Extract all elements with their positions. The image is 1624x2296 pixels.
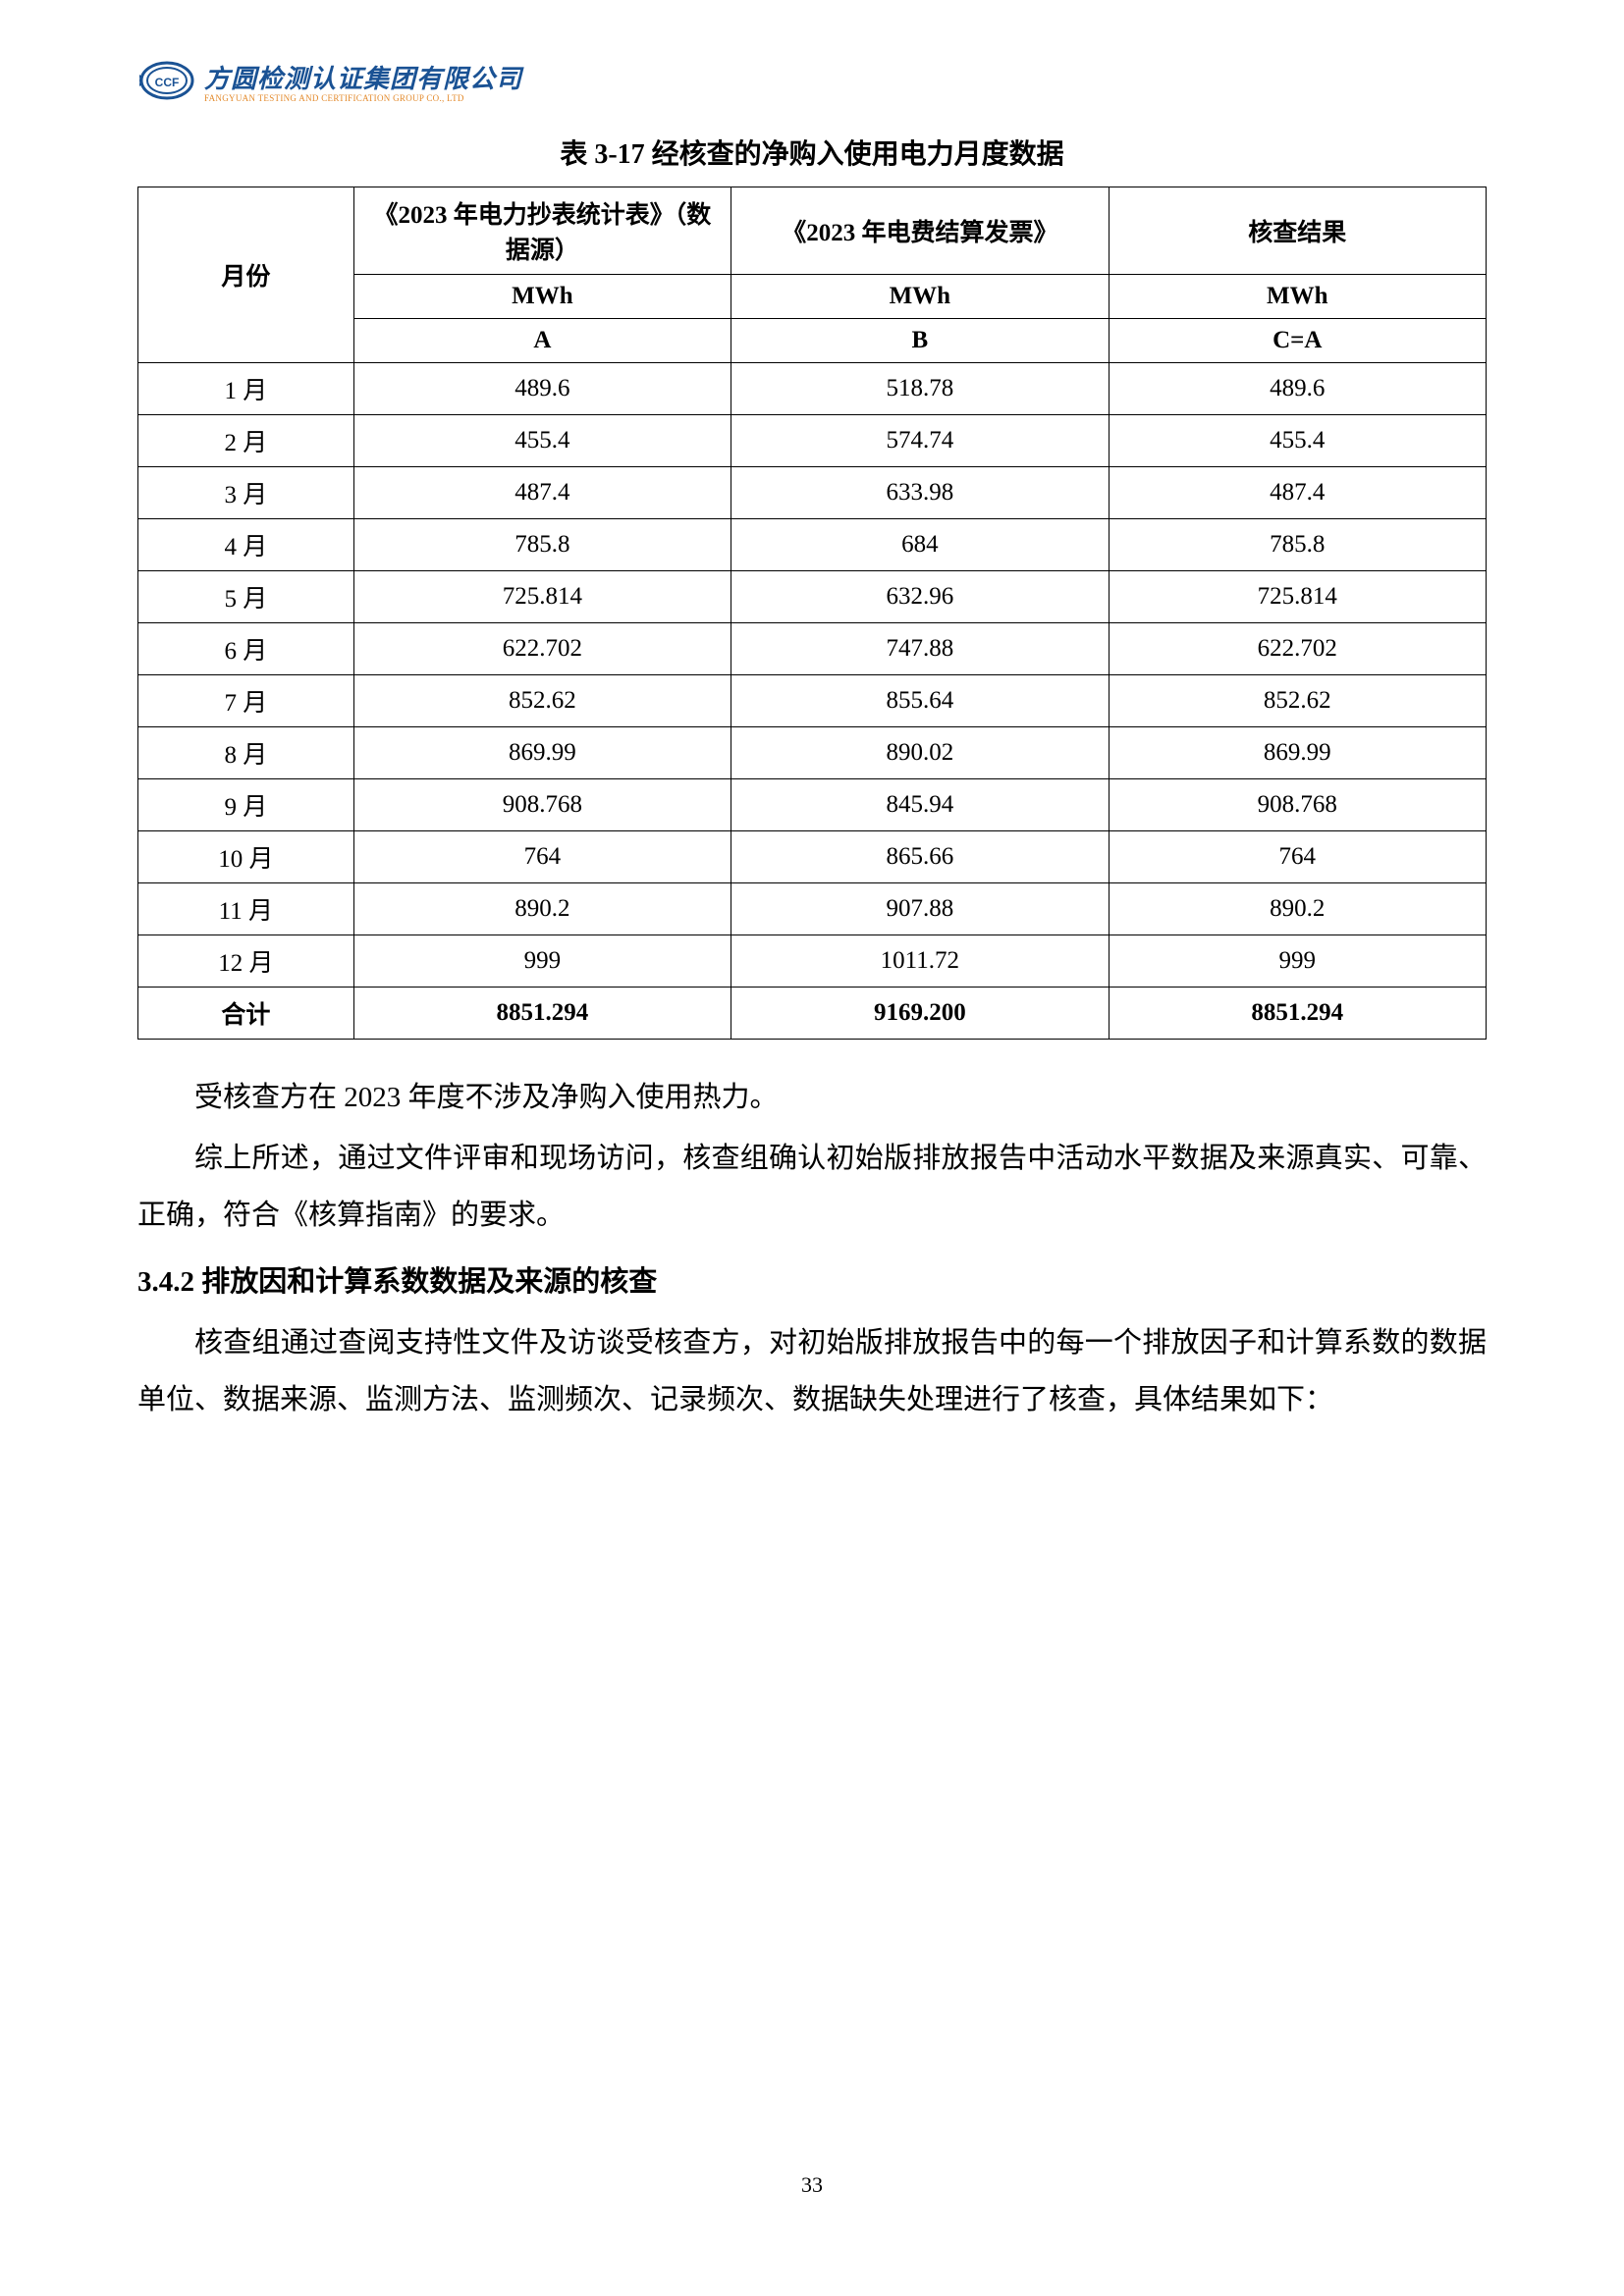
cell-month: 6 月 (138, 623, 354, 675)
header-code-b: B (731, 319, 1109, 363)
total-a: 8851.294 (353, 988, 731, 1040)
logo-header: CCF 方圆检测认证集团有限公司 FANGYUAN TESTING AND CE… (137, 59, 1487, 103)
header-source-b: 《2023 年电费结算发票》 (731, 187, 1109, 275)
cell-value-a: 908.768 (353, 779, 731, 831)
paragraph-3: 核查组通过查阅支持性文件及访谈受核查方，对初始版排放报告中的每一个排放因子和计算… (137, 1314, 1487, 1428)
table-total-row: 合计 8851.294 9169.200 8851.294 (138, 988, 1487, 1040)
header-result: 核查结果 (1109, 187, 1486, 275)
table-row: 12 月9991011.72999 (138, 935, 1487, 988)
header-code-a: A (353, 319, 731, 363)
cell-value-c: 852.62 (1109, 675, 1486, 727)
cell-value-a: 622.702 (353, 623, 731, 675)
section-heading: 3.4.2 排放因和计算系数数据及来源的核查 (137, 1254, 1487, 1310)
table-header-row-1: 月份 《2023 年电力抄表统计表》（数据源） 《2023 年电费结算发票》 核… (138, 187, 1487, 275)
cell-value-a: 487.4 (353, 467, 731, 519)
cell-month: 2 月 (138, 415, 354, 467)
cell-value-c: 725.814 (1109, 571, 1486, 623)
cell-value-c: 489.6 (1109, 363, 1486, 415)
total-b: 9169.200 (731, 988, 1109, 1040)
cell-value-a: 869.99 (353, 727, 731, 779)
cell-month: 9 月 (138, 779, 354, 831)
paragraph-2: 综上所述，通过文件评审和现场访问，核查组确认初始版排放报告中活动水平数据及来源真… (137, 1130, 1487, 1244)
cell-month: 5 月 (138, 571, 354, 623)
cell-value-b: 632.96 (731, 571, 1109, 623)
page-number: 33 (0, 2172, 1624, 2198)
cell-value-b: 890.02 (731, 727, 1109, 779)
total-c: 8851.294 (1109, 988, 1486, 1040)
paragraph-1: 受核查方在 2023 年度不涉及净购入使用热力。 (137, 1069, 1487, 1126)
cell-value-a: 489.6 (353, 363, 731, 415)
cell-value-a: 455.4 (353, 415, 731, 467)
table-row: 6 月622.702747.88622.702 (138, 623, 1487, 675)
table-row: 3 月487.4633.98487.4 (138, 467, 1487, 519)
header-code-c: C=A (1109, 319, 1486, 363)
header-unit-b: MWh (731, 275, 1109, 319)
total-label: 合计 (138, 988, 354, 1040)
cell-value-c: 487.4 (1109, 467, 1486, 519)
cell-value-c: 890.2 (1109, 883, 1486, 935)
cell-value-b: 747.88 (731, 623, 1109, 675)
cell-value-b: 518.78 (731, 363, 1109, 415)
cell-value-a: 764 (353, 831, 731, 883)
cell-value-a: 725.814 (353, 571, 731, 623)
cell-value-c: 622.702 (1109, 623, 1486, 675)
cell-month: 7 月 (138, 675, 354, 727)
cell-value-b: 684 (731, 519, 1109, 571)
cell-value-a: 852.62 (353, 675, 731, 727)
table-row: 8 月869.99890.02869.99 (138, 727, 1487, 779)
cell-value-a: 999 (353, 935, 731, 988)
cell-value-c: 455.4 (1109, 415, 1486, 467)
table-row: 2 月455.4574.74455.4 (138, 415, 1487, 467)
svg-text:CCF: CCF (155, 76, 180, 89)
cell-value-b: 1011.72 (731, 935, 1109, 988)
cell-value-c: 908.768 (1109, 779, 1486, 831)
cell-value-b: 855.64 (731, 675, 1109, 727)
cell-value-b: 633.98 (731, 467, 1109, 519)
cell-value-c: 869.99 (1109, 727, 1486, 779)
cell-month: 8 月 (138, 727, 354, 779)
company-name: 方圆检测认证集团有限公司 (204, 59, 522, 95)
cell-value-c: 999 (1109, 935, 1486, 988)
table-title: 表 3-17 经核查的净购入使用电力月度数据 (137, 133, 1487, 172)
table-row: 1 月489.6518.78489.6 (138, 363, 1487, 415)
cell-month: 12 月 (138, 935, 354, 988)
cell-value-a: 890.2 (353, 883, 731, 935)
cell-value-c: 785.8 (1109, 519, 1486, 571)
logo-text-block: 方圆检测认证集团有限公司 FANGYUAN TESTING AND CERTIF… (204, 59, 522, 103)
header-unit-c: MWh (1109, 275, 1486, 319)
table-row: 4 月785.8684785.8 (138, 519, 1487, 571)
cell-month: 3 月 (138, 467, 354, 519)
header-month: 月份 (138, 187, 354, 363)
header-source-a: 《2023 年电力抄表统计表》（数据源） (353, 187, 731, 275)
cell-value-b: 574.74 (731, 415, 1109, 467)
electricity-data-table: 月份 《2023 年电力抄表统计表》（数据源） 《2023 年电费结算发票》 核… (137, 187, 1487, 1040)
cell-value-b: 865.66 (731, 831, 1109, 883)
cell-month: 4 月 (138, 519, 354, 571)
company-logo-icon: CCF (137, 59, 196, 103)
cell-value-c: 764 (1109, 831, 1486, 883)
cell-value-a: 785.8 (353, 519, 731, 571)
header-unit-a: MWh (353, 275, 731, 319)
cell-value-b: 907.88 (731, 883, 1109, 935)
table-row: 5 月725.814632.96725.814 (138, 571, 1487, 623)
cell-month: 11 月 (138, 883, 354, 935)
cell-value-b: 845.94 (731, 779, 1109, 831)
company-name-en: FANGYUAN TESTING AND CERTIFICATION GROUP… (204, 93, 522, 103)
table-row: 9 月908.768845.94908.768 (138, 779, 1487, 831)
cell-month: 10 月 (138, 831, 354, 883)
table-row: 10 月764865.66764 (138, 831, 1487, 883)
cell-month: 1 月 (138, 363, 354, 415)
table-row: 11 月890.2907.88890.2 (138, 883, 1487, 935)
table-row: 7 月852.62855.64852.62 (138, 675, 1487, 727)
